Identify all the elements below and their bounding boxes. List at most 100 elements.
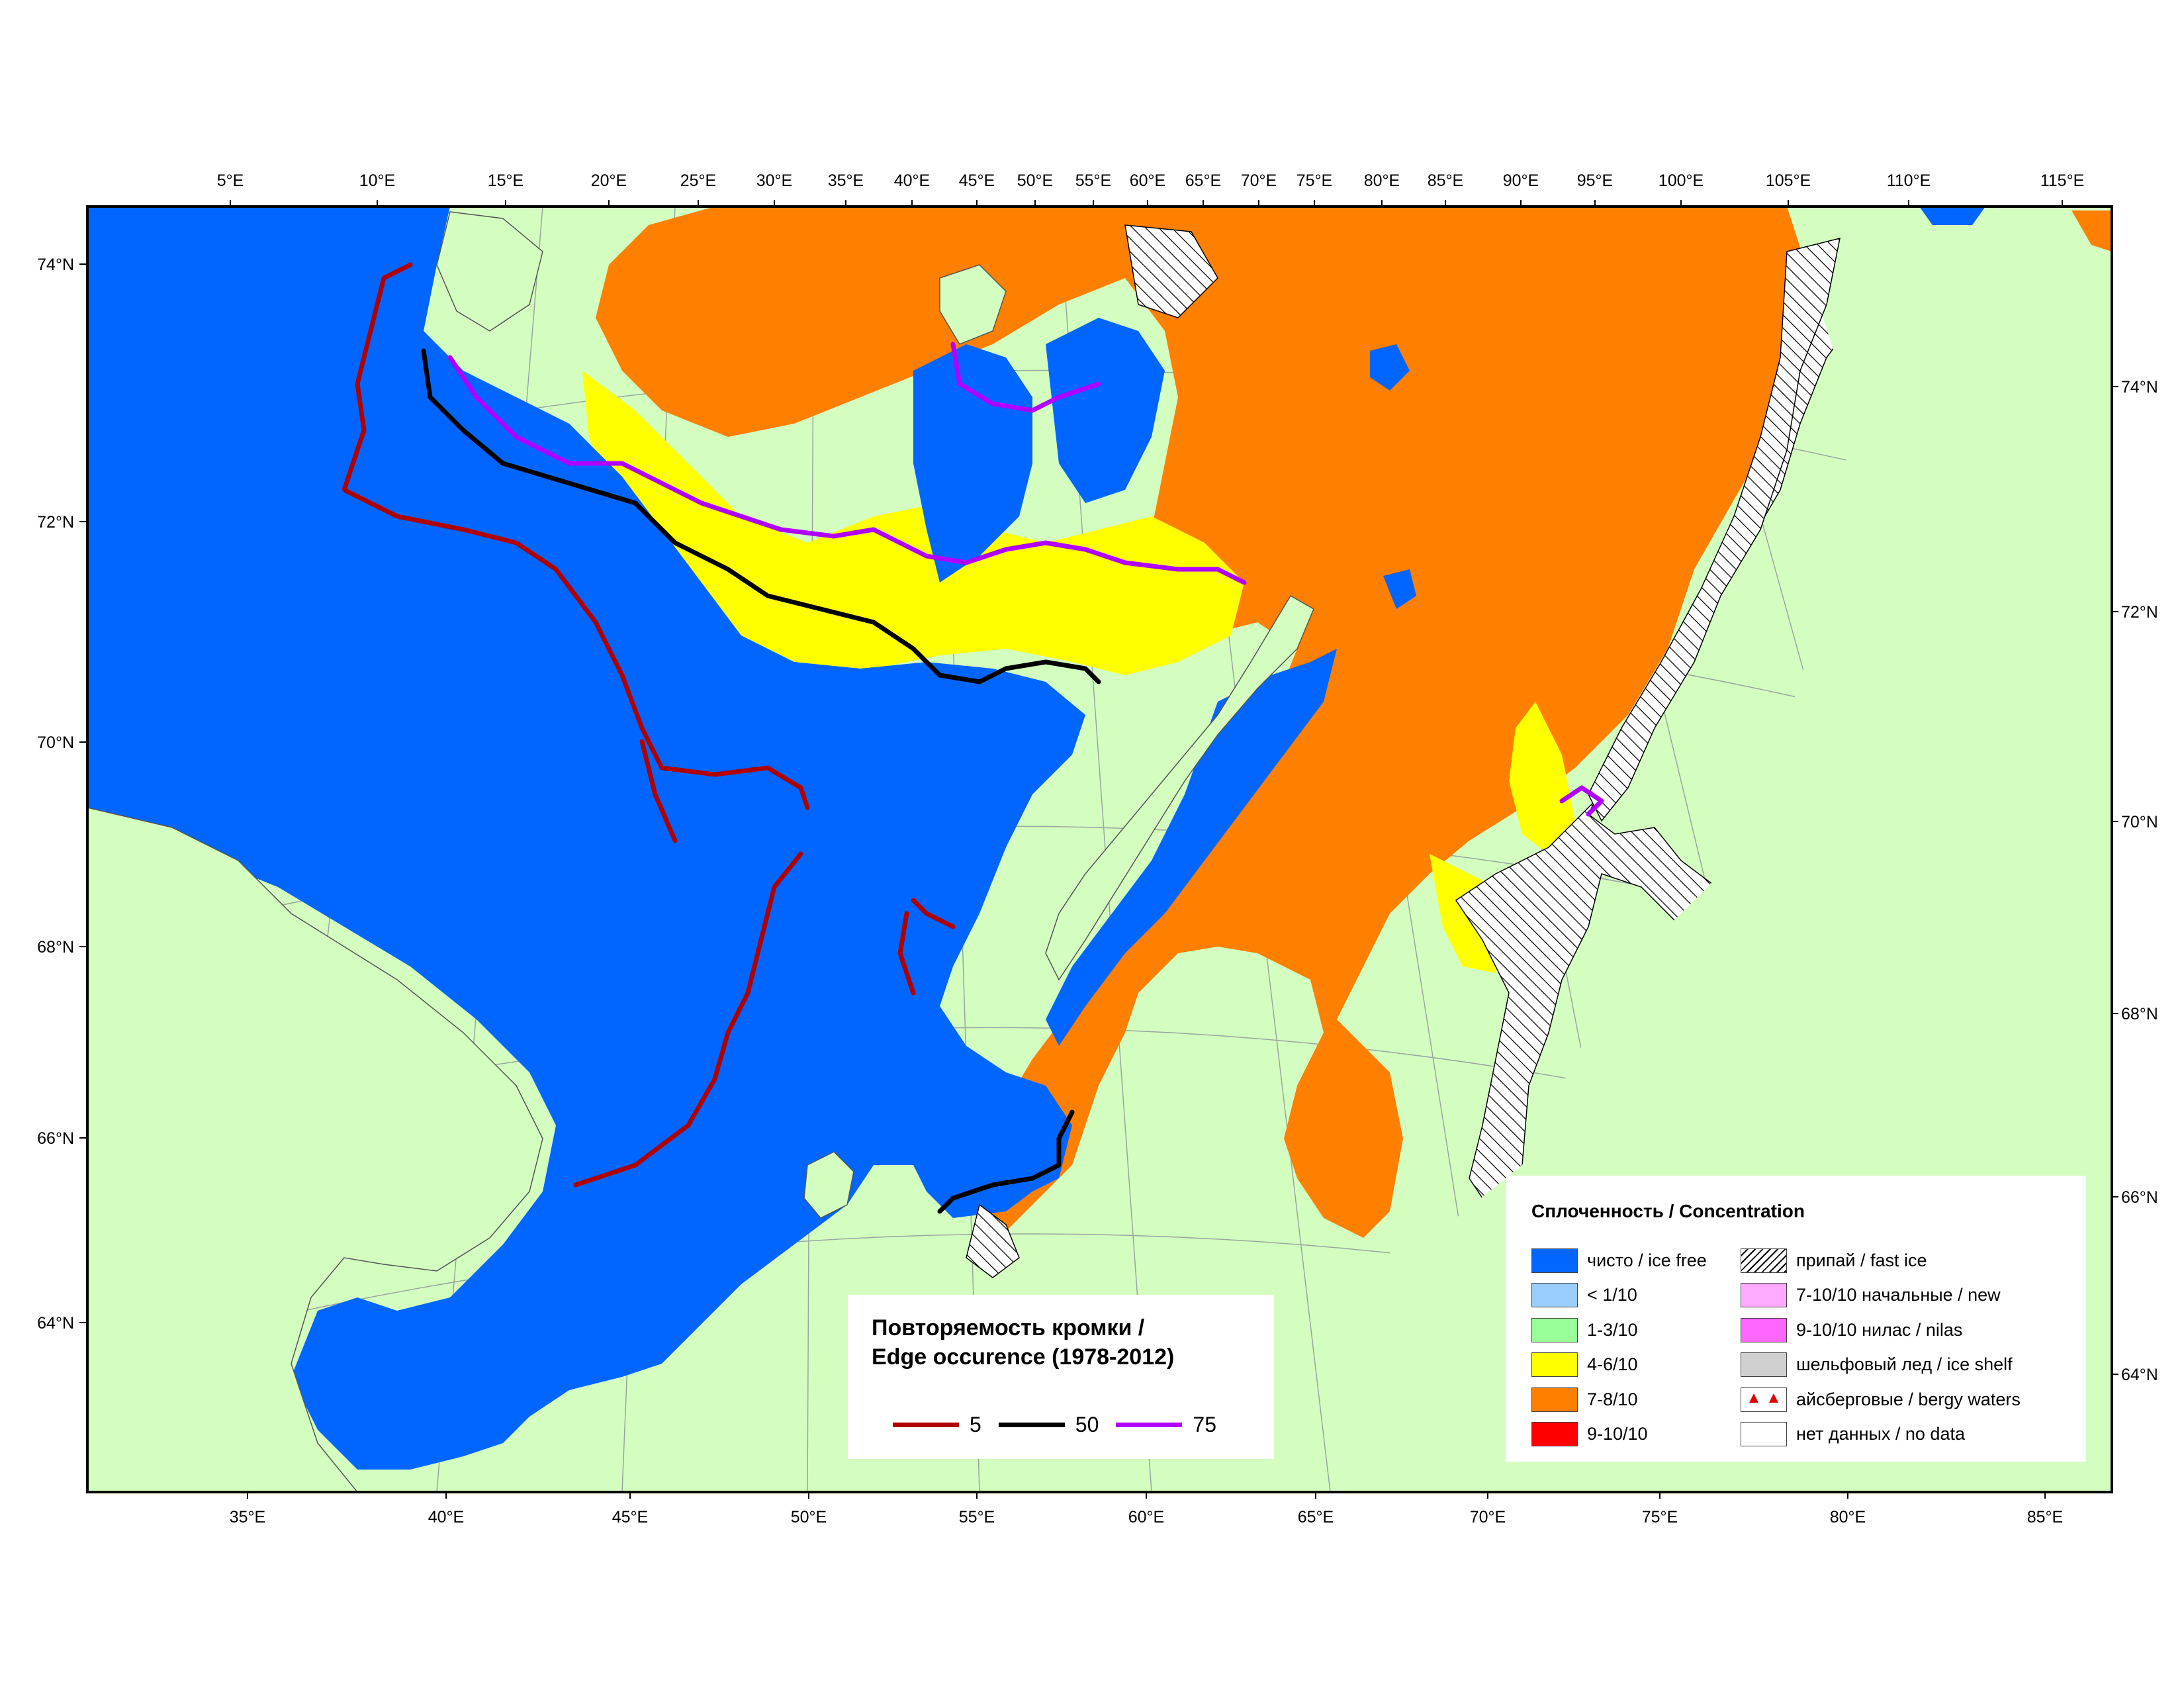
edge-legend-title: Повторяемость кромки / Edge occurence (1…: [872, 1313, 1174, 1372]
right-lat-label: 66°N: [2121, 1188, 2158, 1207]
map-frame: [86, 205, 2113, 1493]
edge-line-75: [447, 355, 1247, 585]
edge-swatch-5: [893, 1423, 959, 1427]
top-lon-label: 30°E: [756, 171, 792, 190]
edge-swatch-50: [998, 1423, 1065, 1427]
swatch-nilas: [1741, 1317, 1787, 1342]
bottom-lon-label: 75°E: [1642, 1508, 1678, 1526]
edge-legend-item-5: 5: [893, 1413, 981, 1437]
legend-row-bergy: айсберговые / bergy waters: [1741, 1382, 2021, 1417]
edge-lines: [341, 262, 1604, 1214]
legend-row-9-10: 9-10/10: [1531, 1417, 1707, 1452]
legend-label: чисто / ice free: [1587, 1250, 1707, 1270]
edge-legend-title-line1: Повторяемость кромки /: [872, 1315, 1145, 1340]
top-lon-label: 110°E: [1887, 171, 1931, 190]
edge-label-50: 50: [1075, 1413, 1099, 1436]
concentration-legend-title: Сплоченность / Concentration: [1531, 1201, 1805, 1221]
legend-row-ice-free: чисто / ice free: [1531, 1243, 1707, 1278]
swatch-4-6: [1531, 1352, 1578, 1378]
top-lon-label: 95°E: [1577, 171, 1613, 190]
legend-row-4-6: 4-6/10: [1531, 1348, 1707, 1383]
swatch-ice-shelf: [1741, 1352, 1787, 1378]
bottom-lon-label: 80°E: [1830, 1508, 1866, 1526]
legend-label: 7-8/10: [1587, 1389, 1638, 1409]
left-lat-label: 72°N: [37, 513, 74, 532]
edge-label-5: 5: [970, 1413, 981, 1436]
legend-label: 4-6/10: [1587, 1354, 1638, 1375]
bottom-lon-label: 35°E: [230, 1508, 265, 1526]
ice-4-6: [582, 371, 1244, 675]
legend-row-nilas: 9-10/10 нилас / nilas: [1741, 1313, 2021, 1348]
top-lon-label: 35°E: [828, 171, 864, 190]
swatch-lt-1-10: [1531, 1283, 1578, 1308]
top-lon-label: 105°E: [1766, 171, 1811, 190]
top-lon-label: 15°E: [488, 171, 523, 190]
bottom-lon-label: 40°E: [428, 1508, 464, 1526]
edge-legend-title-line2: Edge occurence (1978-2012): [872, 1344, 1175, 1370]
legend-row-no-data: нет данных / no data: [1741, 1417, 2021, 1452]
top-lon-label: 60°E: [1130, 171, 1165, 190]
edge-line-5: [341, 262, 810, 810]
legend-row-lt-1-10: < 1/10: [1531, 1278, 1707, 1313]
kola-land: [87, 807, 543, 1492]
top-lon-label: 90°E: [1503, 171, 1539, 190]
bottom-lon-label: 65°E: [1298, 1508, 1334, 1526]
swatch-ice-free: [1531, 1248, 1578, 1273]
left-lat-label: 74°N: [37, 256, 74, 274]
bottom-lon-label: 45°E: [612, 1508, 648, 1526]
top-lon-label: 25°E: [680, 171, 716, 190]
legend-label: нет данных / no data: [1796, 1424, 1965, 1444]
swatch-1-3: [1531, 1317, 1578, 1342]
top-lon-label: 65°E: [1185, 171, 1221, 190]
top-lon-label: 50°E: [1017, 171, 1053, 190]
legend-row-7-8: 7-8/10: [1531, 1382, 1707, 1417]
left-lat-label: 64°N: [37, 1314, 74, 1333]
coordinate-ticks: 5°E 10°E 15°E 20°E 25°E 30°E 35°E 40°E 45°E 50°E 5…: [37, 171, 2158, 1526]
legend-label: 9-10/10: [1587, 1424, 1648, 1444]
bottom-lon-label: 60°E: [1128, 1508, 1164, 1526]
top-lon-label: 40°E: [894, 171, 930, 190]
legend-row-1-3: 1-3/10: [1531, 1313, 1707, 1348]
top-lon-label: 75°E: [1297, 171, 1332, 190]
novaya-zemlya: [1045, 594, 1314, 981]
edge-label-75: 75: [1193, 1413, 1216, 1436]
edge-legend-items: 5 50 75: [893, 1413, 1234, 1437]
top-lon-label: 10°E: [359, 171, 395, 190]
right-lat-label: 64°N: [2121, 1366, 2158, 1384]
legend-label: < 1/10: [1587, 1285, 1637, 1305]
bottom-lon-label: 50°E: [791, 1508, 827, 1526]
top-lon-label: 115°E: [2040, 171, 2085, 190]
concentration-legend: Сплоченность / Concentration чисто / ice…: [1506, 1176, 2086, 1462]
edge-swatch-75: [1116, 1423, 1183, 1427]
legend-label: 9-10/10 нилас / nilas: [1796, 1319, 1963, 1340]
legend-label: припай / fast ice: [1796, 1250, 1927, 1270]
top-lon-label: 80°E: [1364, 171, 1400, 190]
right-lat-label: 74°N: [2121, 378, 2158, 397]
bottom-lon-label: 85°E: [2027, 1508, 2063, 1526]
legend-row-fast-ice: припай / fast ice: [1741, 1243, 2021, 1278]
swatch-bergy-waters: [1741, 1387, 1787, 1412]
concentration-legend-left: чисто / ice free < 1/10 1-3/10 4-6/10 7-…: [1531, 1243, 1707, 1452]
edge-occurrence-legend: Повторяемость кромки / Edge occurence (1…: [848, 1295, 1274, 1459]
top-lon-label: 70°E: [1241, 171, 1277, 190]
right-lat-label: 72°N: [2121, 603, 2158, 622]
legend-label: 1-3/10: [1587, 1319, 1638, 1340]
right-lat-label: 68°N: [2121, 1005, 2158, 1023]
legend-label: 7-10/10 начальные / new: [1796, 1285, 2001, 1305]
top-lon-label: 5°E: [217, 171, 244, 190]
ice-7-8: [596, 207, 1813, 1238]
legend-row-new-ice: 7-10/10 начальные / new: [1741, 1278, 2021, 1313]
concentration-legend-right: припай / fast ice 7-10/10 начальные / ne…: [1741, 1243, 2021, 1452]
edge-line-50: [421, 348, 1101, 684]
legend-label: айсберговые / bergy waters: [1796, 1389, 2021, 1409]
legend-label: шельфовый лед / ice shelf: [1796, 1354, 2013, 1375]
swatch-9-10: [1531, 1422, 1578, 1447]
left-lat-label: 68°N: [37, 938, 74, 957]
top-lon-label: 45°E: [959, 171, 995, 190]
left-lat-label: 70°N: [37, 733, 74, 752]
top-lon-label: 20°E: [591, 171, 627, 190]
right-lat-label: 70°N: [2121, 813, 2158, 831]
swatch-fast-ice: [1741, 1248, 1787, 1273]
legend-row-ice-shelf: шельфовый лед / ice shelf: [1741, 1348, 2021, 1383]
